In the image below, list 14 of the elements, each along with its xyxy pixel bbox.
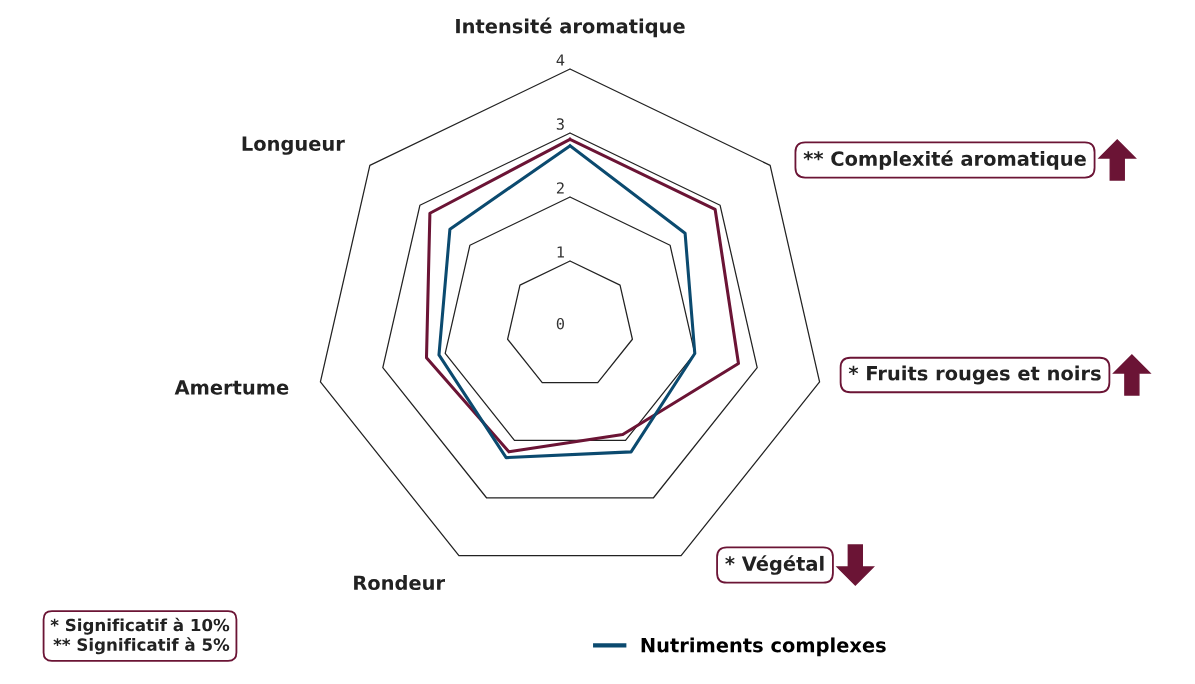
spoke-label: * Végétal	[725, 555, 824, 575]
spoke-label: Intensité aromatique	[456, 17, 685, 38]
y-tick-label: 1	[557, 246, 564, 258]
spoke-label: Rondeur	[354, 575, 445, 591]
y-tick-label: 0	[556, 317, 565, 330]
y-tick-label: 4	[556, 54, 565, 66]
text: * Significatif à 10% ** Significatif à 5%	[50, 617, 230, 655]
legend-label: Nutriments complexes	[641, 637, 886, 657]
spoke-label: ** Complexité aromatique	[803, 150, 1086, 170]
spoke-label: Amertume	[174, 380, 289, 395]
spoke-label: * Fruits rouges et noirs	[848, 365, 1101, 385]
spoke-label: Longueur	[242, 136, 345, 155]
y-tick-label: 3	[556, 118, 564, 130]
y-tick-label: 2	[556, 182, 564, 194]
